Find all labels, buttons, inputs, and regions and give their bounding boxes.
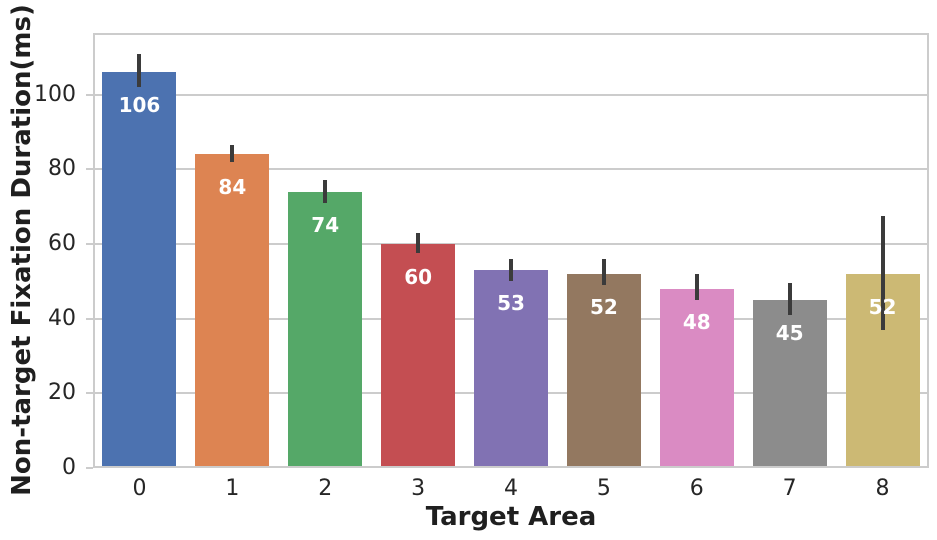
bar-value-label: 84 [218,175,247,200]
y-tick-label: 0 [62,455,76,480]
y-tick-label: 80 [48,156,76,182]
y-tick-label: 20 [48,380,76,406]
x-tick-label: 6 [689,476,704,501]
error-bar [509,258,513,282]
y-tick-label: 100 [34,81,76,107]
error-bar [601,258,606,286]
y-tick-label: 40 [48,305,76,331]
bar-value-label: 52 [868,294,897,319]
x-tick-label: 3 [411,476,426,501]
error-bar [416,232,421,254]
gridline [93,93,929,96]
x-tick-label: 5 [596,476,611,501]
x-tick-label: 0 [132,476,147,501]
y-tick-mark [86,242,93,245]
y-tick-mark [86,392,93,395]
bar-value-label: 74 [311,212,340,237]
bar-value-label: 53 [497,291,525,316]
bar [381,243,456,466]
y-tick-label: 60 [48,230,76,256]
error-bar [230,145,235,162]
bar [102,72,177,466]
error-bar [323,180,328,203]
x-tick-label: 8 [875,476,890,501]
y-tick-mark [86,93,93,96]
gridline [93,242,929,245]
x-axis-label: Target Area [425,502,597,532]
bar [566,273,641,466]
y-tick-mark [86,317,93,320]
error-bar [137,53,142,88]
x-tick-label: 2 [318,476,333,501]
y-tick-mark [86,467,93,469]
bar [474,270,548,466]
x-tick-label: 4 [504,476,518,501]
gridline [93,168,929,171]
bar-value-label: 60 [404,264,433,289]
x-tick-label: 1 [225,476,240,501]
bar-value-label: 106 [118,93,161,118]
bar [752,299,827,466]
bar-value-label: 45 [775,320,804,345]
bar [659,288,734,466]
error-bar [694,273,699,300]
error-bar [880,215,885,330]
y-tick-mark [86,168,93,171]
bar [288,191,363,466]
bar [195,154,270,466]
error-bar [787,283,792,315]
x-tick-label: 7 [782,476,797,501]
bar-value-label: 52 [589,294,618,319]
bar-value-label: 48 [682,309,711,334]
